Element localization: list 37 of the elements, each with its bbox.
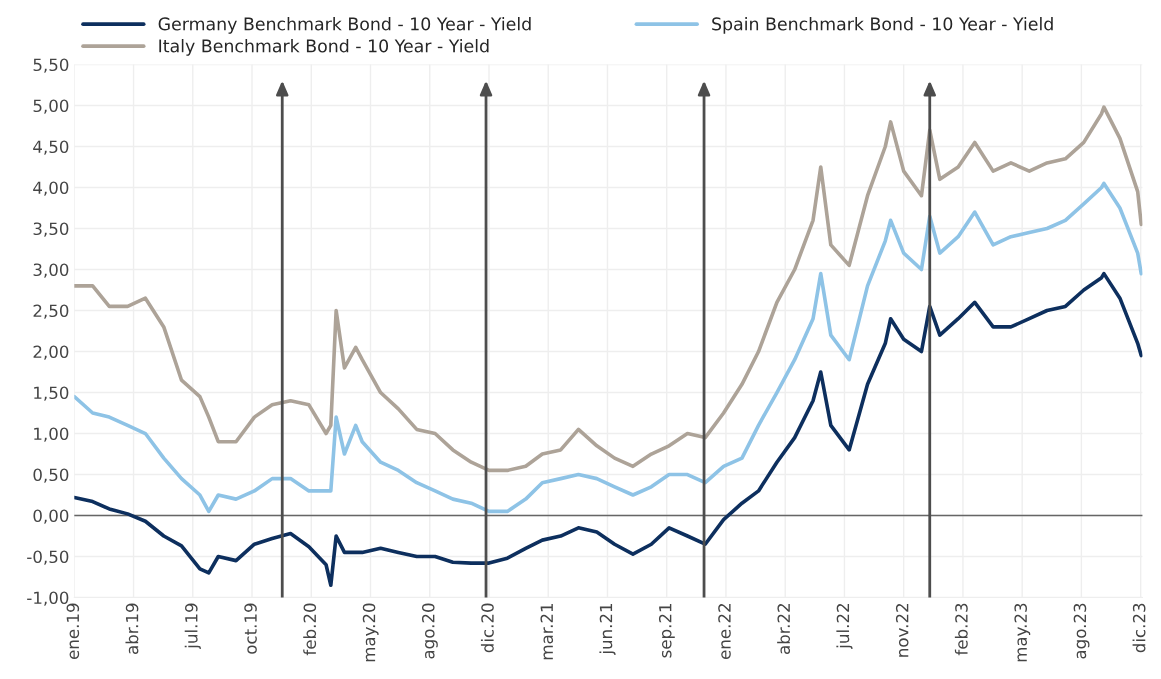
x-tick-label: ago.20	[421, 603, 438, 659]
x-tick-label: ago.23	[1073, 603, 1090, 659]
line-series	[74, 181, 1143, 514]
y-tick-label: 4,50	[33, 140, 69, 155]
x-tick-label: sep.21	[658, 603, 675, 658]
x-tick-label: dic.20	[480, 603, 494, 653]
legend-label: Italy Benchmark Bond - 10 Year - Yield	[159, 39, 489, 56]
x-tick-label: jul.19	[184, 603, 201, 650]
y-tick-label: 0,50	[33, 468, 69, 483]
x-tick-label: dic.23	[1132, 603, 1146, 653]
x-tick-label: oct.19	[244, 603, 257, 654]
y-tick-label: 1,00	[34, 427, 69, 442]
y-tick-label: 3,00	[33, 263, 69, 278]
x-tick-label: may.20	[362, 603, 379, 662]
y-tick-label: 5,00	[33, 99, 69, 114]
line-series	[74, 105, 1143, 473]
y-tick-label: 5,50	[33, 58, 69, 73]
line-series	[74, 271, 1143, 588]
x-tick-label: feb.23	[954, 603, 968, 656]
x-tick-label: jun.21	[599, 603, 616, 655]
legend-label: Germany Benchmark Bond - 10 Year - Yield	[158, 17, 531, 34]
y-tick-label: 1,50	[34, 386, 69, 401]
y-tick-label: 3,50	[33, 222, 69, 237]
x-tick-label: abr.19	[125, 603, 139, 655]
x-tick-label: mar.21	[540, 603, 554, 660]
legend-label: Spain Benchmark Bond - 10 Year - Yield	[712, 17, 1053, 34]
y-tick-label: -0,50	[27, 550, 69, 565]
x-tick-label: may.23	[1014, 603, 1031, 662]
x-tick-label: abr.22	[777, 604, 791, 655]
x-tick-label: ene.22	[718, 604, 731, 660]
y-tick-label: 2,50	[33, 304, 69, 319]
y-tick-label: 0,00	[33, 509, 69, 524]
x-tick-label: nov.22	[895, 604, 909, 657]
x-tick-label: feb.20	[303, 603, 317, 656]
x-tick-label: jul.22	[836, 604, 853, 650]
y-tick-label: 2,00	[33, 345, 69, 360]
y-tick-label: 4,00	[33, 181, 69, 196]
